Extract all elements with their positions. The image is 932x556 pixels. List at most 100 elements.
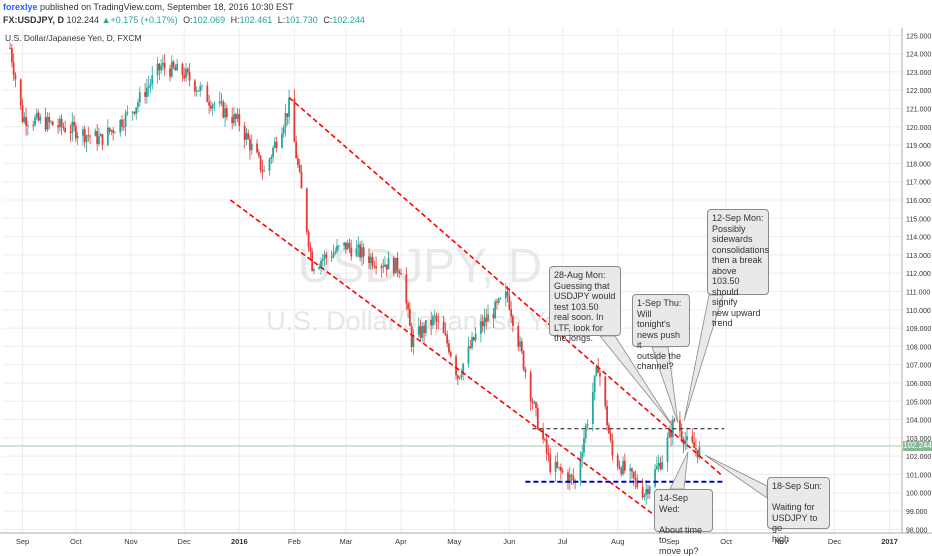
candle-body	[554, 461, 557, 472]
candle-body	[559, 466, 562, 472]
y-tick-label: 109.000	[906, 326, 931, 333]
annotation-sep18[interactable]: 18-Sep Sun: Waiting for USDJPY to go hig…	[767, 477, 830, 544]
candle-body	[135, 107, 138, 114]
candle-body	[186, 68, 189, 72]
candle-body	[82, 129, 84, 136]
candle-body	[247, 133, 250, 139]
pointer-sep18	[704, 454, 768, 499]
candle-body	[647, 489, 649, 494]
candle-body	[398, 271, 401, 274]
candle-body	[87, 135, 90, 137]
candle-body	[325, 254, 328, 257]
candle-body	[297, 158, 299, 166]
candle-body	[295, 141, 298, 159]
candle-body	[448, 343, 450, 353]
annotation-sep12[interactable]: 12-Sep Mon: Possibly sidewards consolida…	[707, 209, 769, 328]
chart-title: U.S. Dollar/Japanese Yen, D, FXCM	[5, 33, 142, 43]
candle-body	[549, 454, 552, 472]
candle-body	[313, 268, 315, 271]
low-value: 101.730	[285, 15, 318, 25]
candle-body	[593, 375, 596, 393]
candle-body	[188, 71, 191, 81]
candle-body	[604, 376, 607, 407]
annotation-sep14[interactable]: 14-Sep Wed: About time to move up?	[654, 489, 713, 556]
candle-body	[496, 301, 498, 303]
candle-body	[73, 121, 75, 126]
candle-body	[632, 471, 635, 478]
candle-body	[648, 486, 651, 494]
candle-body	[385, 264, 388, 270]
candle-body	[597, 365, 600, 373]
candle-body	[547, 452, 550, 455]
candle-body	[430, 319, 433, 326]
candle-body	[46, 116, 49, 130]
candle-body	[679, 420, 681, 431]
x-tick-label: 2016	[231, 537, 248, 546]
y-tick-label: 107.000	[906, 363, 931, 370]
candle-body	[160, 65, 163, 71]
candle-body	[462, 363, 465, 375]
candle-body	[423, 325, 425, 334]
candle-body	[275, 141, 278, 148]
candle-body	[512, 316, 514, 326]
symbol-label[interactable]: FX:USDJPY, D	[3, 15, 65, 25]
candle-body	[360, 247, 363, 258]
candle-body	[545, 439, 548, 453]
candle-body	[234, 114, 237, 119]
y-tick-label: 116.000	[906, 198, 931, 205]
x-tick-label: Oct	[720, 537, 733, 546]
candle-body	[197, 90, 200, 92]
annotation-sep1[interactable]: 1-Sep Thu: Will tonight's news push it o…	[632, 294, 690, 371]
candle-body	[243, 125, 246, 140]
publisher-name[interactable]: forexlye	[3, 2, 38, 12]
candle-body	[32, 125, 35, 126]
x-tick-label: Apr	[395, 537, 407, 546]
candle-body	[163, 62, 166, 69]
annotation-aug28[interactable]: 28-Aug Mon: Guessing that USDJPY would t…	[549, 266, 621, 343]
candle-body	[529, 372, 532, 402]
y-tick-label: 117.000	[906, 180, 931, 187]
x-tick-label: Dec	[178, 537, 192, 546]
candle-body	[410, 325, 413, 347]
candle-body	[257, 152, 260, 156]
candle-body	[60, 118, 63, 127]
y-tick-label: 123.000	[906, 70, 931, 77]
y-tick-label: 119.000	[906, 143, 931, 150]
candle-body	[106, 127, 109, 145]
candle-body	[673, 419, 676, 421]
y-tick-label: 110.000	[906, 308, 931, 315]
candle-body	[583, 438, 585, 453]
candle-body	[543, 439, 546, 441]
candle-body	[531, 401, 534, 404]
candle-body	[220, 101, 223, 103]
y-tick-label: 125.000	[906, 33, 931, 40]
candle-body	[101, 134, 104, 145]
x-tick-label: May	[447, 537, 461, 546]
candle-body	[131, 111, 134, 113]
candle-body	[444, 333, 447, 335]
candle-body	[206, 85, 209, 103]
candle-body	[510, 309, 513, 317]
candle-body	[233, 114, 235, 124]
candle-body	[631, 468, 633, 472]
candle-body	[126, 111, 129, 114]
close-value: 102.244	[332, 15, 365, 25]
candle-body	[344, 242, 347, 250]
ohlc-line: FX:USDJPY, D 102.244 ▲+0.175 (+0.17%) O:…	[3, 15, 365, 25]
candle-body	[85, 135, 88, 142]
candle-body	[435, 315, 438, 322]
candle-body	[698, 447, 701, 458]
lower-channel-line[interactable]	[229, 199, 672, 529]
candle-body	[162, 62, 164, 66]
candle-body	[21, 105, 24, 123]
y-tick-label: 99.000	[906, 509, 928, 516]
candle-body	[270, 156, 273, 160]
candle-body	[44, 117, 47, 130]
y-tick-label: 101.000	[906, 472, 931, 479]
candle-body	[158, 63, 161, 71]
candle-body	[224, 108, 226, 118]
candle-body	[467, 346, 470, 364]
y-axis: 98.000 99.000 100.000 101.000 102.000 103.000…	[906, 33, 931, 534]
candle-body	[169, 68, 171, 77]
